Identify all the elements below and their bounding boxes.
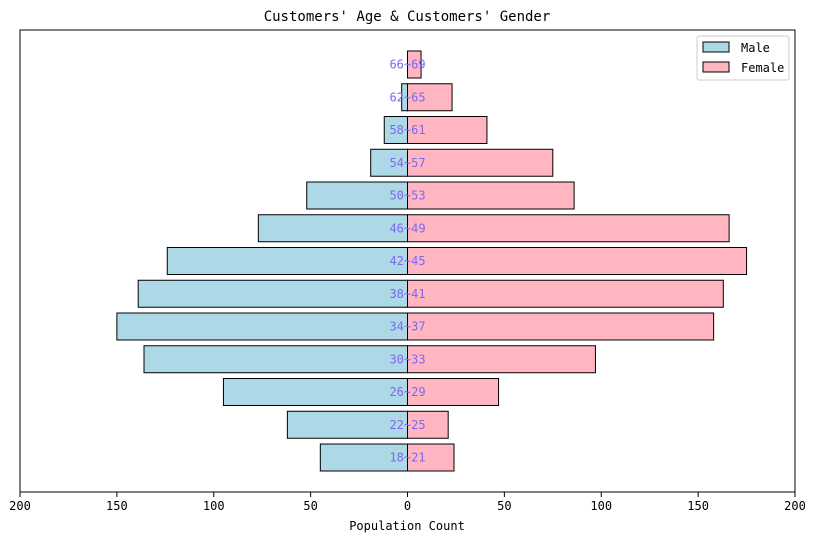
- bar-male-34-37: [116, 312, 408, 341]
- bar-female-22-25: [407, 410, 449, 439]
- chart-title: Customers' Age & Customers' Gender: [264, 9, 551, 25]
- x-tick-label: 100: [590, 499, 612, 513]
- category-label-38-41: 38~41: [389, 287, 425, 301]
- category-label-58-61: 58~61: [389, 123, 425, 137]
- bar-female-62-65: [407, 83, 453, 112]
- category-label-22-25: 22~25: [389, 418, 425, 432]
- bar-male-50-53: [306, 181, 408, 210]
- bar-female-26-29: [407, 378, 500, 406]
- x-tick-label: 50: [497, 499, 511, 513]
- category-label-30-33: 30~33: [389, 352, 425, 366]
- category-label-18-21: 18~21: [389, 451, 425, 465]
- legend-swatch-male: [702, 41, 730, 53]
- category-label-34-37: 34~37: [389, 320, 425, 334]
- bar-female-58-61: [407, 116, 488, 144]
- x-tick-label: 0: [404, 499, 411, 513]
- bar-female-18-21: [407, 443, 455, 472]
- legend-label-female: Female: [741, 61, 784, 75]
- bar-male-30-33: [143, 345, 408, 374]
- bars-layer: [116, 50, 748, 472]
- category-label-66-69: 66~69: [389, 58, 425, 72]
- category-label-42-45: 42~45: [389, 254, 425, 268]
- bar-female-30-33: [407, 345, 596, 374]
- category-label-26-29: 26~29: [389, 385, 425, 399]
- bar-female-42-45: [407, 247, 748, 275]
- x-tick-label: 150: [106, 499, 128, 513]
- bar-male-46-49: [257, 214, 408, 243]
- bar-female-50-53: [407, 181, 575, 210]
- x-tick-label: 50: [303, 499, 317, 513]
- bar-female-46-49: [407, 214, 730, 243]
- legend: Male Female: [696, 35, 790, 81]
- x-axis-label: Population Count: [349, 519, 465, 533]
- bar-male-18-21: [319, 443, 408, 472]
- bar-female-34-37: [407, 312, 715, 341]
- bar-female-54-57: [407, 148, 554, 177]
- bar-male-26-29: [222, 378, 408, 406]
- category-labels-layer: 18~21 22~25 26~29 30~33 34~37 38~41 42~45 46~49…: [389, 58, 425, 465]
- category-label-62-65: 62~65: [389, 90, 425, 104]
- bar-female-66-69: [407, 50, 422, 79]
- x-tick-label: 150: [687, 499, 709, 513]
- x-tick-label: 100: [203, 499, 225, 513]
- bar-male-38-41: [137, 279, 408, 308]
- category-label-46-49: 46~49: [389, 221, 425, 235]
- bar-female-38-41: [407, 279, 724, 308]
- x-tick-label: 200: [9, 499, 31, 513]
- legend-label-male: Male: [741, 41, 770, 55]
- category-label-50-53: 50~53: [389, 189, 425, 203]
- bar-male-42-45: [166, 247, 408, 275]
- x-axis: 200 150 100 50 0 50 100 150 200: [9, 492, 806, 513]
- category-label-54-57: 54~57: [389, 156, 425, 170]
- x-tick-label: 200: [784, 499, 806, 513]
- bar-male-22-25: [286, 410, 408, 439]
- legend-swatch-female: [702, 61, 730, 73]
